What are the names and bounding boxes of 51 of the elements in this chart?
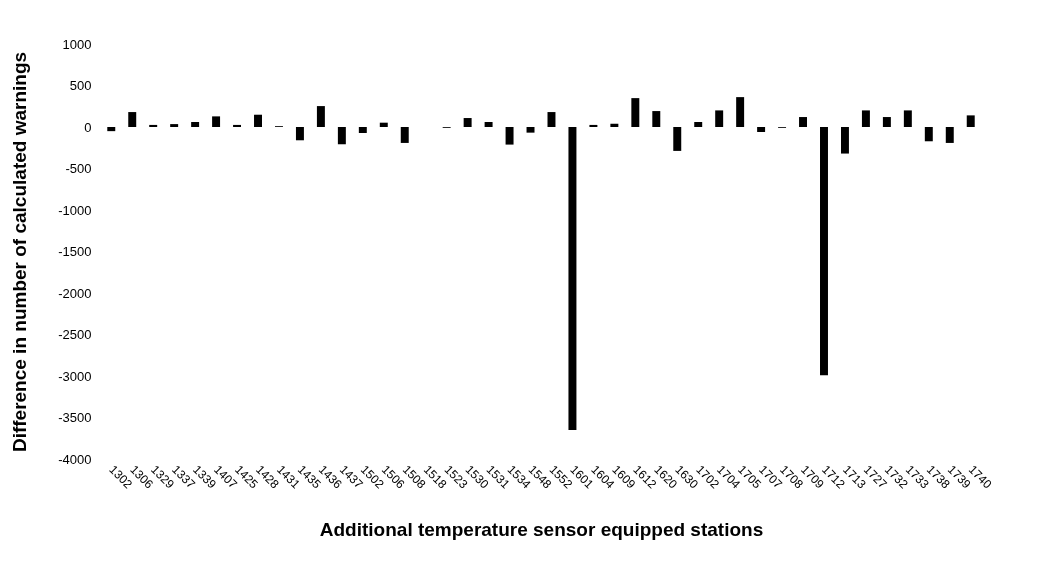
bar bbox=[254, 114, 262, 127]
bar bbox=[715, 110, 724, 127]
y-tick-label: 1000 bbox=[62, 36, 92, 52]
y-tick-label: -2000 bbox=[58, 285, 92, 301]
bar bbox=[128, 112, 137, 127]
bar bbox=[191, 122, 200, 127]
bar bbox=[631, 98, 640, 127]
bar bbox=[212, 116, 221, 127]
bar bbox=[882, 117, 891, 127]
bar bbox=[379, 122, 388, 127]
bar bbox=[799, 117, 808, 127]
bar bbox=[295, 127, 304, 141]
bar bbox=[547, 112, 556, 127]
y-tick-label: -2500 bbox=[58, 327, 92, 342]
bar bbox=[966, 115, 975, 127]
bar bbox=[170, 124, 179, 127]
bar bbox=[861, 110, 870, 127]
bar bbox=[820, 127, 828, 376]
bar bbox=[505, 127, 514, 145]
bar bbox=[107, 127, 116, 132]
y-tick-label: -3000 bbox=[58, 368, 92, 384]
bar bbox=[694, 122, 703, 127]
bar bbox=[589, 124, 598, 127]
bar bbox=[840, 127, 849, 154]
bar bbox=[673, 127, 682, 151]
bar bbox=[149, 124, 158, 127]
bar bbox=[337, 127, 346, 145]
bar bbox=[463, 118, 472, 127]
y-tick-label: -4000 bbox=[58, 451, 92, 467]
bar bbox=[233, 124, 242, 127]
bar bbox=[924, 127, 933, 142]
bar bbox=[400, 127, 409, 143]
bar bbox=[757, 127, 766, 132]
bar bbox=[526, 127, 535, 133]
bar bbox=[903, 110, 912, 127]
y-tick-label: -3500 bbox=[58, 410, 92, 425]
bar bbox=[316, 106, 325, 127]
y-tick-label: -500 bbox=[65, 161, 92, 176]
bar bbox=[736, 97, 745, 127]
bar bbox=[568, 127, 577, 430]
x-axis-title: Additional temperature sensor equipped stations bbox=[319, 518, 764, 540]
y-tick-label: -1500 bbox=[58, 244, 92, 259]
y-axis-title: Difference in number of calculated warnings bbox=[9, 51, 31, 453]
bar bbox=[484, 122, 493, 127]
y-tick-label: -1000 bbox=[58, 202, 92, 218]
bar bbox=[358, 127, 367, 133]
y-tick-label: 500 bbox=[69, 78, 92, 93]
bar bbox=[945, 127, 954, 143]
bar bbox=[610, 123, 619, 127]
y-tick-label: 0 bbox=[84, 119, 92, 135]
bar bbox=[652, 111, 661, 127]
